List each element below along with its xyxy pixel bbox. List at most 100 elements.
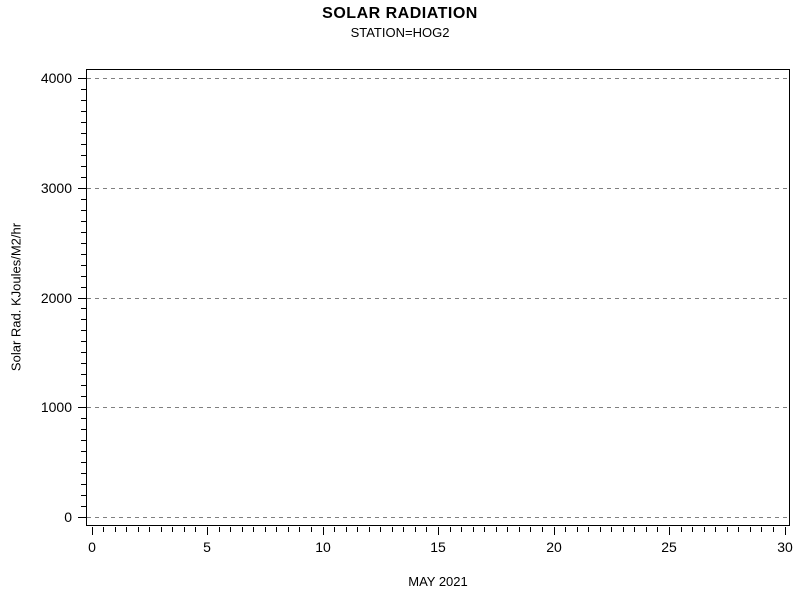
x-minor-tick xyxy=(403,527,404,532)
x-minor-tick xyxy=(600,527,601,532)
x-minor-tick xyxy=(138,527,139,532)
x-tick-label: 10 xyxy=(315,539,331,555)
x-minor-tick xyxy=(265,527,266,532)
x-minor-tick xyxy=(484,527,485,532)
x-minor-tick xyxy=(230,527,231,532)
y-minor-tick xyxy=(81,276,86,277)
x-minor-tick xyxy=(334,527,335,532)
y-minor-tick xyxy=(81,243,86,244)
x-minor-tick xyxy=(172,527,173,532)
y-minor-tick xyxy=(81,495,86,496)
x-minor-tick xyxy=(519,527,520,532)
y-major-tick xyxy=(78,188,86,189)
x-tick-label: 5 xyxy=(203,539,211,555)
x-minor-tick xyxy=(692,527,693,532)
chart-subtitle: STATION=HOG2 xyxy=(350,25,450,40)
x-minor-tick xyxy=(149,527,150,532)
x-minor-tick xyxy=(738,527,739,532)
y-tick-label: 4000 xyxy=(40,70,72,86)
y-minor-tick xyxy=(81,177,86,178)
y-major-tick xyxy=(78,78,86,79)
x-minor-tick xyxy=(646,527,647,532)
y-minor-tick xyxy=(81,287,86,288)
y-gridline xyxy=(87,407,789,408)
x-minor-tick xyxy=(577,527,578,532)
x-minor-tick xyxy=(773,527,774,532)
y-gridline xyxy=(87,517,789,518)
y-minor-tick xyxy=(81,308,86,309)
x-minor-tick xyxy=(530,527,531,532)
y-minor-tick xyxy=(81,418,86,419)
x-minor-tick xyxy=(450,527,451,532)
x-minor-tick xyxy=(565,527,566,532)
y-minor-tick xyxy=(81,210,86,211)
x-minor-tick xyxy=(681,527,682,532)
x-minor-tick xyxy=(750,527,751,532)
x-minor-tick xyxy=(380,527,381,532)
y-minor-tick xyxy=(81,232,86,233)
x-minor-tick xyxy=(369,527,370,532)
y-minor-tick xyxy=(81,133,86,134)
x-minor-tick xyxy=(242,527,243,532)
y-minor-tick xyxy=(81,451,86,452)
x-minor-tick xyxy=(507,527,508,532)
y-minor-tick xyxy=(81,484,86,485)
y-minor-tick xyxy=(81,440,86,441)
y-minor-tick xyxy=(81,429,86,430)
y-minor-tick xyxy=(81,89,86,90)
y-gridline xyxy=(87,298,789,299)
x-minor-tick xyxy=(276,527,277,532)
y-minor-tick xyxy=(81,122,86,123)
y-minor-tick xyxy=(81,385,86,386)
x-minor-tick xyxy=(727,527,728,532)
y-minor-tick xyxy=(81,396,86,397)
y-gridline xyxy=(87,78,789,79)
x-minor-tick xyxy=(311,527,312,532)
x-minor-tick xyxy=(415,527,416,532)
y-minor-tick xyxy=(81,254,86,255)
y-minor-tick xyxy=(81,506,86,507)
x-minor-tick xyxy=(299,527,300,532)
y-minor-tick xyxy=(81,166,86,167)
x-minor-tick xyxy=(588,527,589,532)
x-minor-tick xyxy=(288,527,289,532)
y-minor-tick xyxy=(81,473,86,474)
y-major-tick xyxy=(78,517,86,518)
y-minor-tick xyxy=(81,341,86,342)
x-major-tick xyxy=(207,527,208,535)
x-minor-tick xyxy=(219,527,220,532)
plot-area xyxy=(86,69,790,526)
y-minor-tick xyxy=(81,100,86,101)
y-minor-tick xyxy=(81,330,86,331)
x-minor-tick xyxy=(623,527,624,532)
x-minor-tick xyxy=(115,527,116,532)
y-minor-tick xyxy=(81,155,86,156)
y-major-tick xyxy=(78,298,86,299)
x-minor-tick xyxy=(103,527,104,532)
x-minor-tick xyxy=(542,527,543,532)
x-axis-label: MAY 2021 xyxy=(408,574,468,589)
x-major-tick xyxy=(92,527,93,535)
y-tick-label: 1000 xyxy=(40,399,72,415)
y-minor-tick xyxy=(81,144,86,145)
y-minor-tick xyxy=(81,221,86,222)
x-major-tick xyxy=(785,527,786,535)
y-tick-label: 3000 xyxy=(40,180,72,196)
x-tick-label: 30 xyxy=(777,539,793,555)
y-minor-tick xyxy=(81,363,86,364)
x-tick-label: 25 xyxy=(661,539,677,555)
x-major-tick xyxy=(669,527,670,535)
x-minor-tick xyxy=(461,527,462,532)
x-minor-tick xyxy=(357,527,358,532)
x-minor-tick xyxy=(611,527,612,532)
chart-title: SOLAR RADIATION xyxy=(322,5,478,22)
y-gridline xyxy=(87,188,789,189)
x-tick-label: 0 xyxy=(88,539,96,555)
x-major-tick xyxy=(438,527,439,535)
x-minor-tick xyxy=(392,527,393,532)
x-minor-tick xyxy=(184,527,185,532)
x-minor-tick xyxy=(761,527,762,532)
x-minor-tick xyxy=(704,527,705,532)
y-minor-tick xyxy=(81,111,86,112)
